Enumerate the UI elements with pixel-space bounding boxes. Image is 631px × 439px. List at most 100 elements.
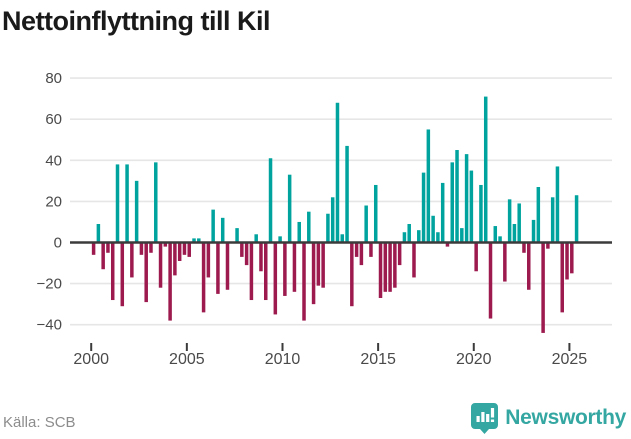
bar-2008Q4 (259, 242, 263, 272)
bar-2018Q1 (436, 232, 440, 243)
bar-2018Q4 (450, 162, 454, 243)
bar-2005Q2 (192, 238, 196, 243)
bar-2000Q1 (91, 242, 96, 255)
bar-2000Q3 (101, 242, 105, 270)
bar-2019Q3 (464, 154, 469, 243)
bar-2023Q4 (546, 242, 550, 249)
bar-2012Q2 (326, 213, 330, 243)
svg-text:2025: 2025 (552, 351, 588, 368)
bar-2003Q2 (154, 162, 158, 243)
bar-2024Q1 (550, 197, 555, 243)
svg-text:−40: −40 (37, 317, 62, 334)
bar-2005Q4 (201, 242, 206, 313)
bar-2022Q4 (527, 242, 531, 290)
svg-text:80: 80 (45, 70, 62, 87)
bar-2008Q3 (254, 234, 258, 243)
bar-2013Q3 (350, 242, 354, 307)
bar-2012Q4 (335, 102, 340, 243)
bar-2022Q1 (512, 224, 517, 243)
svg-text:2000: 2000 (73, 351, 109, 368)
bar-2020Q1 (474, 242, 478, 272)
bar-2012Q3 (330, 197, 335, 243)
bar-2001Q1 (110, 242, 115, 301)
bar-2002Q3 (139, 242, 144, 255)
chart-title: Nettoinflyttning till Kil (2, 6, 270, 36)
svg-text:2010: 2010 (265, 351, 301, 368)
bar-2024Q3 (560, 242, 564, 313)
bar-2009Q3 (273, 242, 278, 315)
bar-2004Q1 (168, 242, 172, 321)
source-label: Källa: SCB (3, 414, 76, 431)
bar-2007Q1 (225, 242, 230, 290)
bar-2001Q4 (125, 164, 129, 243)
bar-2006Q4 (220, 217, 225, 243)
newsworthy-logo: Newsworthy (471, 402, 626, 434)
bar-2004Q2 (173, 242, 177, 276)
bar-2022Q2 (517, 203, 521, 243)
bar-2011Q4 (316, 242, 321, 286)
bar-2020Q4 (488, 242, 493, 319)
bar-2009Q4 (278, 236, 282, 243)
bar-2017Q1 (417, 230, 421, 243)
newsworthy-logo-icon (471, 402, 499, 434)
bar-2010Q4 (297, 221, 301, 243)
bar-2001Q2 (115, 164, 120, 243)
bar-2022Q3 (522, 242, 526, 253)
bar-2025Q2 (574, 195, 579, 243)
bar-2008Q1 (244, 242, 249, 266)
svg-text:2015: 2015 (360, 351, 396, 368)
bar-2005Q1 (187, 242, 191, 257)
bar-2023Q2 (536, 187, 541, 243)
bar-2016Q3 (407, 224, 411, 243)
bar-2021Q4 (507, 199, 512, 243)
bar-2007Q3 (235, 228, 239, 243)
bar-2006Q2 (211, 209, 215, 243)
bar-2014Q2 (364, 205, 368, 243)
bar-2014Q4 (373, 184, 378, 243)
bar-2024Q4 (565, 242, 569, 280)
bar-2000Q2 (96, 224, 101, 243)
svg-text:−20: −20 (37, 276, 62, 293)
bar-2015Q4 (393, 242, 397, 288)
bar-2011Q3 (311, 242, 316, 305)
newsworthy-logo-text: Newsworthy (505, 406, 626, 429)
svg-text:60: 60 (45, 111, 62, 128)
bar-2016Q2 (402, 232, 407, 243)
bar-2023Q3 (541, 242, 545, 333)
bar-2013Q1 (340, 234, 345, 243)
bar-2011Q1 (302, 242, 306, 321)
bar-2017Q4 (431, 215, 435, 243)
bar-2021Q1 (493, 226, 498, 243)
bar-2023Q1 (531, 219, 536, 243)
bar-2016Q4 (412, 242, 416, 278)
bar-2002Q1 (130, 242, 134, 278)
svg-text:0: 0 (54, 235, 62, 252)
bar-2021Q3 (503, 242, 507, 282)
bar-2000Q4 (106, 242, 110, 253)
bar-2015Q3 (388, 242, 392, 292)
bar-2014Q3 (369, 242, 373, 257)
bar-2024Q2 (555, 166, 560, 243)
bar-2014Q1 (359, 242, 364, 266)
svg-text:20: 20 (45, 193, 62, 210)
bar-2010Q1 (283, 242, 287, 296)
bar-2007Q4 (240, 242, 244, 257)
bar-2020Q3 (483, 96, 488, 243)
svg-text:2020: 2020 (456, 351, 492, 368)
bar-2017Q3 (426, 129, 431, 243)
bar-2009Q1 (264, 242, 268, 301)
bar-2016Q1 (397, 242, 402, 266)
bar-2020Q2 (479, 184, 483, 243)
bar-2025Q1 (570, 242, 574, 274)
bar-2015Q1 (378, 242, 383, 298)
bar-2021Q2 (498, 236, 502, 243)
bar-2006Q3 (216, 242, 220, 294)
bar-2004Q4 (182, 242, 187, 255)
bar-2003Q1 (149, 242, 153, 253)
bar-2010Q2 (287, 174, 292, 243)
bar-2008Q2 (249, 242, 254, 301)
bar-2010Q3 (292, 242, 297, 292)
bar-2017Q2 (421, 172, 426, 243)
bar-2018Q3 (445, 242, 450, 247)
